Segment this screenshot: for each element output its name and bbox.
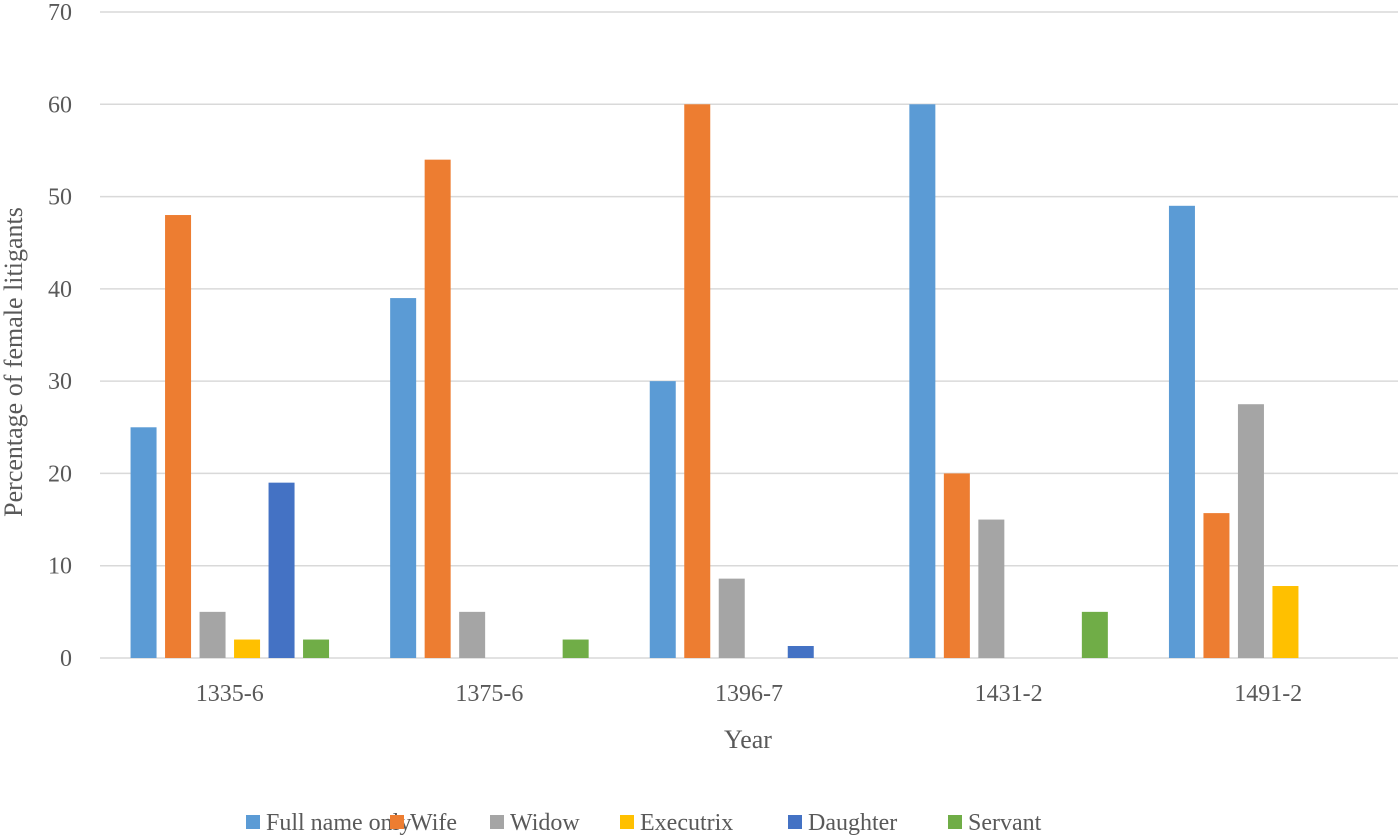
legend-swatch	[620, 815, 634, 829]
legend-label: Daughter	[808, 810, 897, 836]
bar-widow-1491-2	[1237, 404, 1264, 658]
legend-swatch	[390, 815, 404, 829]
bar-wife-1396-7	[684, 104, 711, 659]
bar-full-name-only-1396-7	[649, 381, 676, 658]
bar-widow-1375-6	[459, 611, 486, 658]
bar-widow-1335-6	[199, 611, 226, 658]
bars	[130, 104, 1299, 659]
legend-label: Servant	[968, 810, 1042, 836]
y-tick-label: 0	[60, 646, 72, 672]
y-axis-label: Percentage of female litigants	[0, 207, 28, 517]
x-tick-label: 1335-6	[196, 681, 264, 707]
y-tick-label: 10	[48, 554, 72, 580]
bar-wife-1335-6	[165, 215, 192, 658]
x-tick-labels: 1335-6 1375-6 1396-7 1431-2 1491-2	[196, 681, 1302, 707]
legend-label: Wife	[410, 810, 457, 836]
bar-wife-1491-2	[1203, 513, 1230, 658]
y-tick-label: 50	[48, 185, 72, 211]
legend-label: Full name only	[266, 810, 411, 836]
bar-widow-1396-7	[718, 578, 745, 658]
gridlines	[100, 11, 1398, 659]
x-tick-label: 1375-6	[455, 681, 523, 707]
y-tick-label: 40	[48, 277, 72, 303]
bar-full-name-only-1335-6	[130, 427, 157, 658]
bar-daughter-1396-7	[787, 646, 814, 658]
bar-servant-1335-6	[303, 639, 330, 658]
legend-swatch	[490, 815, 504, 829]
x-tick-label: 1396-7	[715, 681, 783, 707]
legend-swatch	[948, 815, 962, 829]
legend-swatch	[788, 815, 802, 829]
bar-daughter-1335-6	[268, 482, 295, 658]
y-tick-label: 20	[48, 461, 72, 487]
x-tick-label: 1491-2	[1234, 681, 1302, 707]
bar-full-name-only-1491-2	[1168, 205, 1195, 659]
bar-full-name-only-1375-6	[390, 298, 417, 658]
bar-full-name-only-1431-2	[909, 104, 936, 659]
y-tick-label: 60	[48, 92, 72, 118]
x-axis-label: Year	[724, 725, 772, 754]
legend-label: Executrix	[640, 810, 733, 836]
bar-executrix-1491-2	[1272, 586, 1299, 658]
legend-label: Widow	[510, 810, 580, 836]
bar-wife-1431-2	[943, 473, 970, 658]
y-tick-labels: 0 10 20 30 40 50 60 70	[48, 0, 72, 672]
bar-wife-1375-6	[424, 159, 451, 658]
bar-servant-1431-2	[1081, 611, 1108, 658]
bar-widow-1431-2	[978, 519, 1005, 658]
legend-swatch	[246, 815, 260, 829]
y-tick-label: 30	[48, 369, 72, 395]
bar-servant-1375-6	[562, 639, 589, 658]
y-tick-label: 70	[48, 0, 72, 26]
bar-executrix-1335-6	[234, 639, 261, 658]
x-tick-label: 1431-2	[975, 681, 1043, 707]
